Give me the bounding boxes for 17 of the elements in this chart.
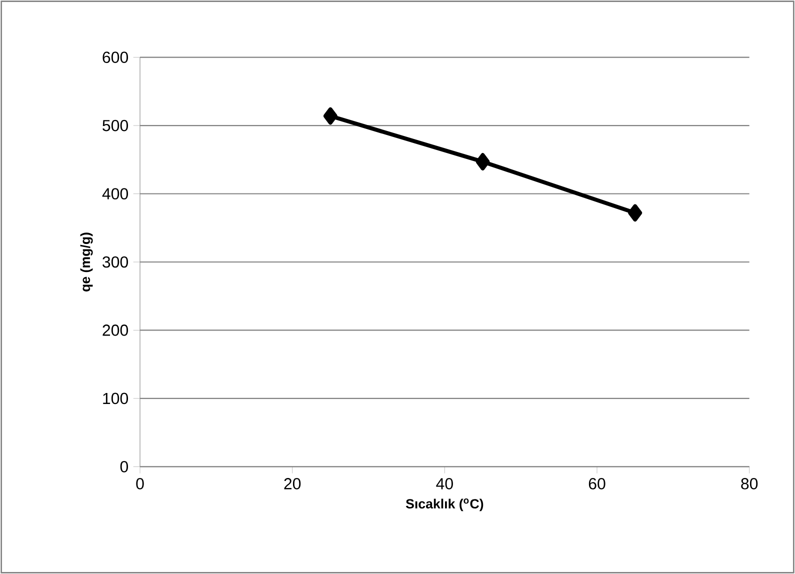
y-tick-label: 500 — [102, 120, 128, 132]
y-tick-label: 400 — [102, 188, 128, 200]
x-axis-title: Sıcaklık ($^{o}$C) — [406, 498, 484, 512]
x-tick-label: 40 — [436, 478, 453, 490]
x-tick-label: 80 — [741, 478, 758, 490]
y-axis-title: qe (mg/g) — [80, 232, 93, 292]
point — [628, 204, 642, 222]
y-tick-label: 200 — [102, 324, 128, 336]
x-tick-label: 0 — [136, 478, 144, 490]
y-tick-label: 100 — [103, 392, 128, 404]
y-tick-label: 0 — [120, 461, 128, 472]
y-tick-label: 300 — [102, 256, 128, 268]
x-tick-label: 20 — [284, 478, 301, 490]
x-tick-label: 60 — [588, 478, 606, 490]
point — [476, 153, 490, 170]
point — [323, 107, 338, 125]
y-tick-label: 600 — [102, 52, 128, 63]
